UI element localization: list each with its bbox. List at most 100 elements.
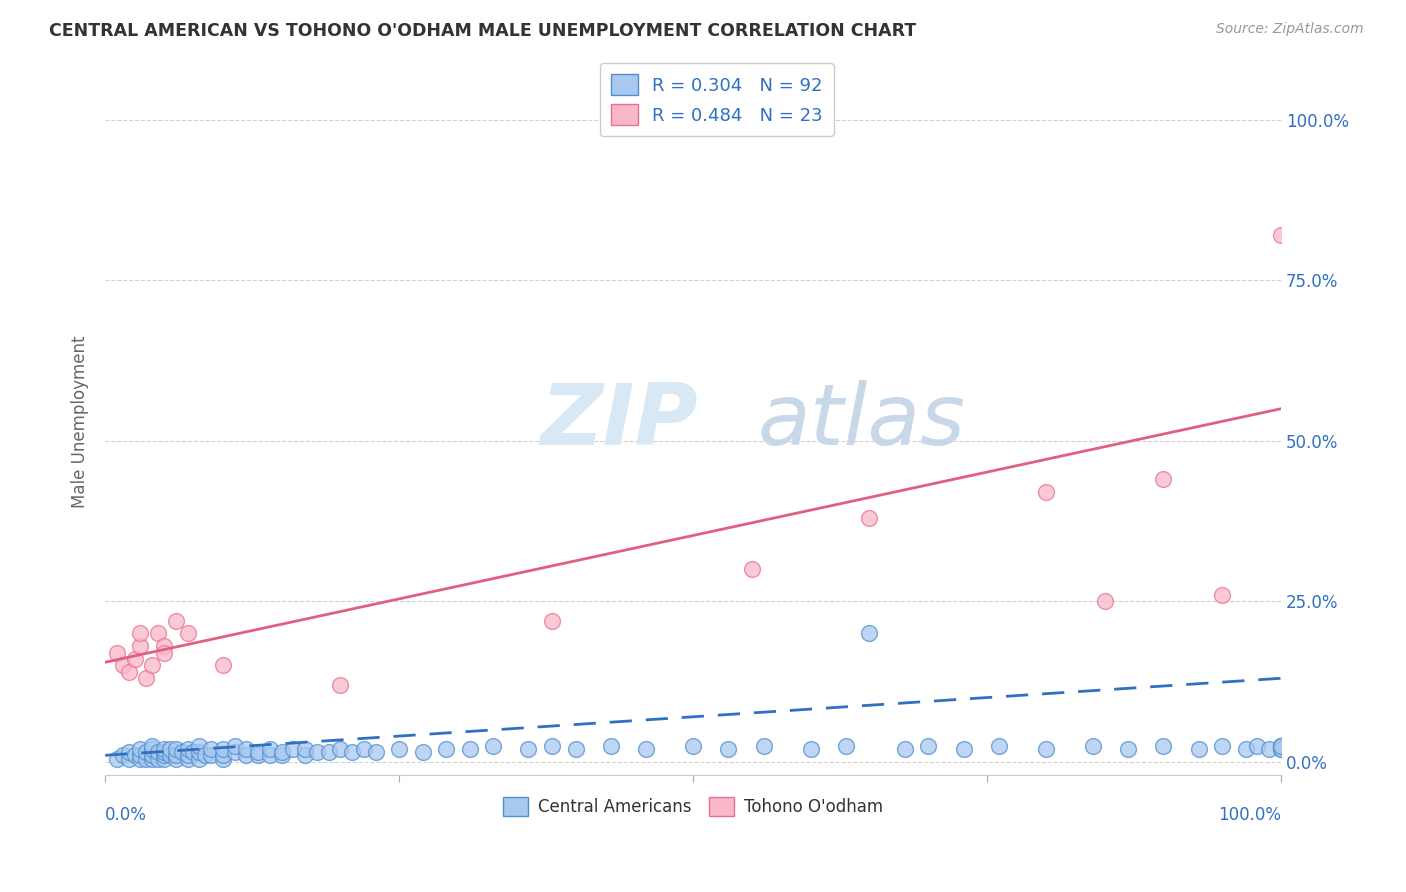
- Point: [188, 745, 211, 759]
- Point: [176, 626, 198, 640]
- Point: [129, 626, 152, 640]
- Point: [165, 751, 187, 765]
- Point: [1094, 594, 1116, 608]
- Point: [858, 626, 880, 640]
- Point: [118, 665, 141, 679]
- Point: [952, 742, 974, 756]
- Point: [153, 748, 176, 763]
- Point: [1081, 739, 1104, 753]
- Point: [135, 745, 157, 759]
- Point: [124, 748, 146, 763]
- Point: [1152, 739, 1174, 753]
- Point: [176, 751, 198, 765]
- Point: [188, 739, 211, 753]
- Point: [283, 742, 305, 756]
- Point: [235, 748, 257, 763]
- Point: [270, 745, 292, 759]
- Point: [153, 639, 176, 653]
- Point: [1116, 742, 1139, 756]
- Point: [599, 739, 621, 753]
- Point: [105, 751, 128, 765]
- Point: [111, 748, 134, 763]
- Text: ZIP: ZIP: [540, 380, 697, 463]
- Point: [1270, 228, 1292, 243]
- Point: [1035, 742, 1057, 756]
- Point: [194, 748, 217, 763]
- Point: [129, 751, 152, 765]
- Point: [835, 739, 858, 753]
- Point: [153, 742, 176, 756]
- Text: Source: ZipAtlas.com: Source: ZipAtlas.com: [1216, 22, 1364, 37]
- Point: [1246, 739, 1268, 753]
- Point: [135, 671, 157, 685]
- Point: [1270, 742, 1292, 756]
- Point: [165, 614, 187, 628]
- Point: [987, 739, 1010, 753]
- Point: [188, 751, 211, 765]
- Point: [200, 742, 222, 756]
- Legend: Central Americans, Tohono O'odham: Central Americans, Tohono O'odham: [496, 790, 890, 822]
- Point: [224, 739, 246, 753]
- Point: [893, 742, 915, 756]
- Point: [917, 739, 939, 753]
- Point: [340, 745, 363, 759]
- Point: [741, 562, 763, 576]
- Point: [153, 646, 176, 660]
- Point: [146, 751, 169, 765]
- Point: [129, 639, 152, 653]
- Point: [247, 748, 270, 763]
- Point: [458, 742, 481, 756]
- Point: [224, 745, 246, 759]
- Point: [124, 652, 146, 666]
- Point: [129, 742, 152, 756]
- Point: [1270, 739, 1292, 753]
- Point: [118, 751, 141, 765]
- Point: [1211, 739, 1233, 753]
- Point: [270, 748, 292, 763]
- Point: [858, 511, 880, 525]
- Point: [482, 739, 505, 753]
- Point: [329, 678, 352, 692]
- Point: [1188, 742, 1211, 756]
- Point: [305, 745, 328, 759]
- Point: [111, 658, 134, 673]
- Point: [118, 745, 141, 759]
- Point: [159, 748, 181, 763]
- Point: [1258, 742, 1281, 756]
- Point: [434, 742, 457, 756]
- Point: [329, 742, 352, 756]
- Point: [211, 742, 233, 756]
- Point: [541, 614, 564, 628]
- Point: [141, 751, 163, 765]
- Point: [353, 742, 375, 756]
- Point: [564, 742, 586, 756]
- Point: [318, 745, 340, 759]
- Point: [634, 742, 657, 756]
- Point: [1270, 739, 1292, 753]
- Point: [517, 742, 540, 756]
- Point: [1152, 472, 1174, 486]
- Point: [388, 742, 411, 756]
- Point: [153, 751, 176, 765]
- Point: [105, 646, 128, 660]
- Text: CENTRAL AMERICAN VS TOHONO O'ODHAM MALE UNEMPLOYMENT CORRELATION CHART: CENTRAL AMERICAN VS TOHONO O'ODHAM MALE …: [49, 22, 917, 40]
- Point: [129, 748, 152, 763]
- Point: [247, 745, 270, 759]
- Text: 100.0%: 100.0%: [1218, 806, 1281, 824]
- Point: [183, 745, 205, 759]
- Point: [682, 739, 704, 753]
- Point: [1270, 739, 1292, 753]
- Point: [141, 748, 163, 763]
- Point: [1234, 742, 1257, 756]
- Point: [1035, 485, 1057, 500]
- Point: [1270, 742, 1292, 756]
- Point: [146, 745, 169, 759]
- Point: [211, 658, 233, 673]
- Point: [141, 739, 163, 753]
- Point: [717, 742, 740, 756]
- Point: [211, 748, 233, 763]
- Text: atlas: atlas: [758, 380, 966, 463]
- Y-axis label: Male Unemployment: Male Unemployment: [72, 335, 89, 508]
- Point: [294, 748, 316, 763]
- Point: [1211, 588, 1233, 602]
